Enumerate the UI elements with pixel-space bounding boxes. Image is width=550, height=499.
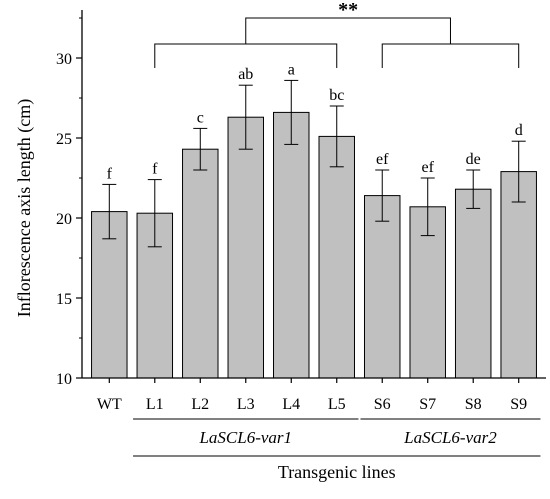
bar-S8 <box>454 188 492 379</box>
y-tick-label-30: 30 <box>56 51 72 68</box>
error-bars-layer <box>102 79 526 248</box>
comparison-bracket-layer: ** <box>154 0 520 68</box>
significance-letter-L1: f <box>152 161 158 178</box>
significance-letter-S8: de <box>466 151 481 168</box>
y-tick-label-10: 10 <box>56 371 72 388</box>
bracket-between-groups <box>245 17 451 44</box>
y-tick-label-15: 15 <box>56 291 72 308</box>
axes-layer: 10 15 20 25 30 WT L1 L2 L3 L4 L5 S6 S7 S8 S9 <box>56 10 546 413</box>
x-tick-label-S8: S8 <box>465 396 482 413</box>
significance-letter-L4: a <box>288 61 295 78</box>
x-tick-label-L4: L4 <box>282 396 300 413</box>
significance-letter-WT: f <box>107 165 113 182</box>
bar-L2 <box>182 148 219 379</box>
x-tick-label-L3: L3 <box>237 396 255 413</box>
bracket-var2 <box>381 43 520 68</box>
significance-letter-S6: ef <box>376 151 389 168</box>
bar-L4 <box>273 111 310 379</box>
group-labels-layer: LaSCL6-var1 LaSCL6-var2 <box>133 418 541 457</box>
x-tick-label-S6: S6 <box>374 396 391 413</box>
group-label-var1: LaSCL6-var1 <box>198 428 292 447</box>
x-tick-label-L1: L1 <box>146 396 164 413</box>
significance-letter-S9: d <box>515 122 523 139</box>
x-tick-label-L2: L2 <box>191 396 209 413</box>
bar-S6 <box>363 195 401 379</box>
x-axis-title: Transgenic lines <box>278 462 396 482</box>
bar-L5 <box>318 135 355 379</box>
bar-L3 <box>227 116 265 379</box>
bracket-var1 <box>154 43 338 68</box>
bar-S9 <box>500 171 537 379</box>
y-axis-title: Inflorescence axis length (cm) <box>14 99 35 317</box>
group-label-var2: LaSCL6-var2 <box>403 428 497 447</box>
significance-letter-S7: ef <box>422 159 435 176</box>
x-tick-label-S9: S9 <box>510 396 527 413</box>
y-tick-label-20: 20 <box>56 211 72 228</box>
x-tick-label-L5: L5 <box>328 396 346 413</box>
x-tick-label-S7: S7 <box>419 396 436 413</box>
bars-layer <box>91 111 537 379</box>
significance-stars: ** <box>338 0 358 21</box>
bar-WT <box>91 211 128 379</box>
y-tick-label-25: 25 <box>56 131 72 148</box>
significance-letters-layer: f f c ab a bc ef ef de d <box>107 61 523 182</box>
significance-letter-L5: bc <box>329 87 344 104</box>
significance-letter-L2: c <box>197 109 204 126</box>
significance-letter-L3: ab <box>238 66 253 83</box>
x-tick-label-WT: WT <box>97 396 122 413</box>
